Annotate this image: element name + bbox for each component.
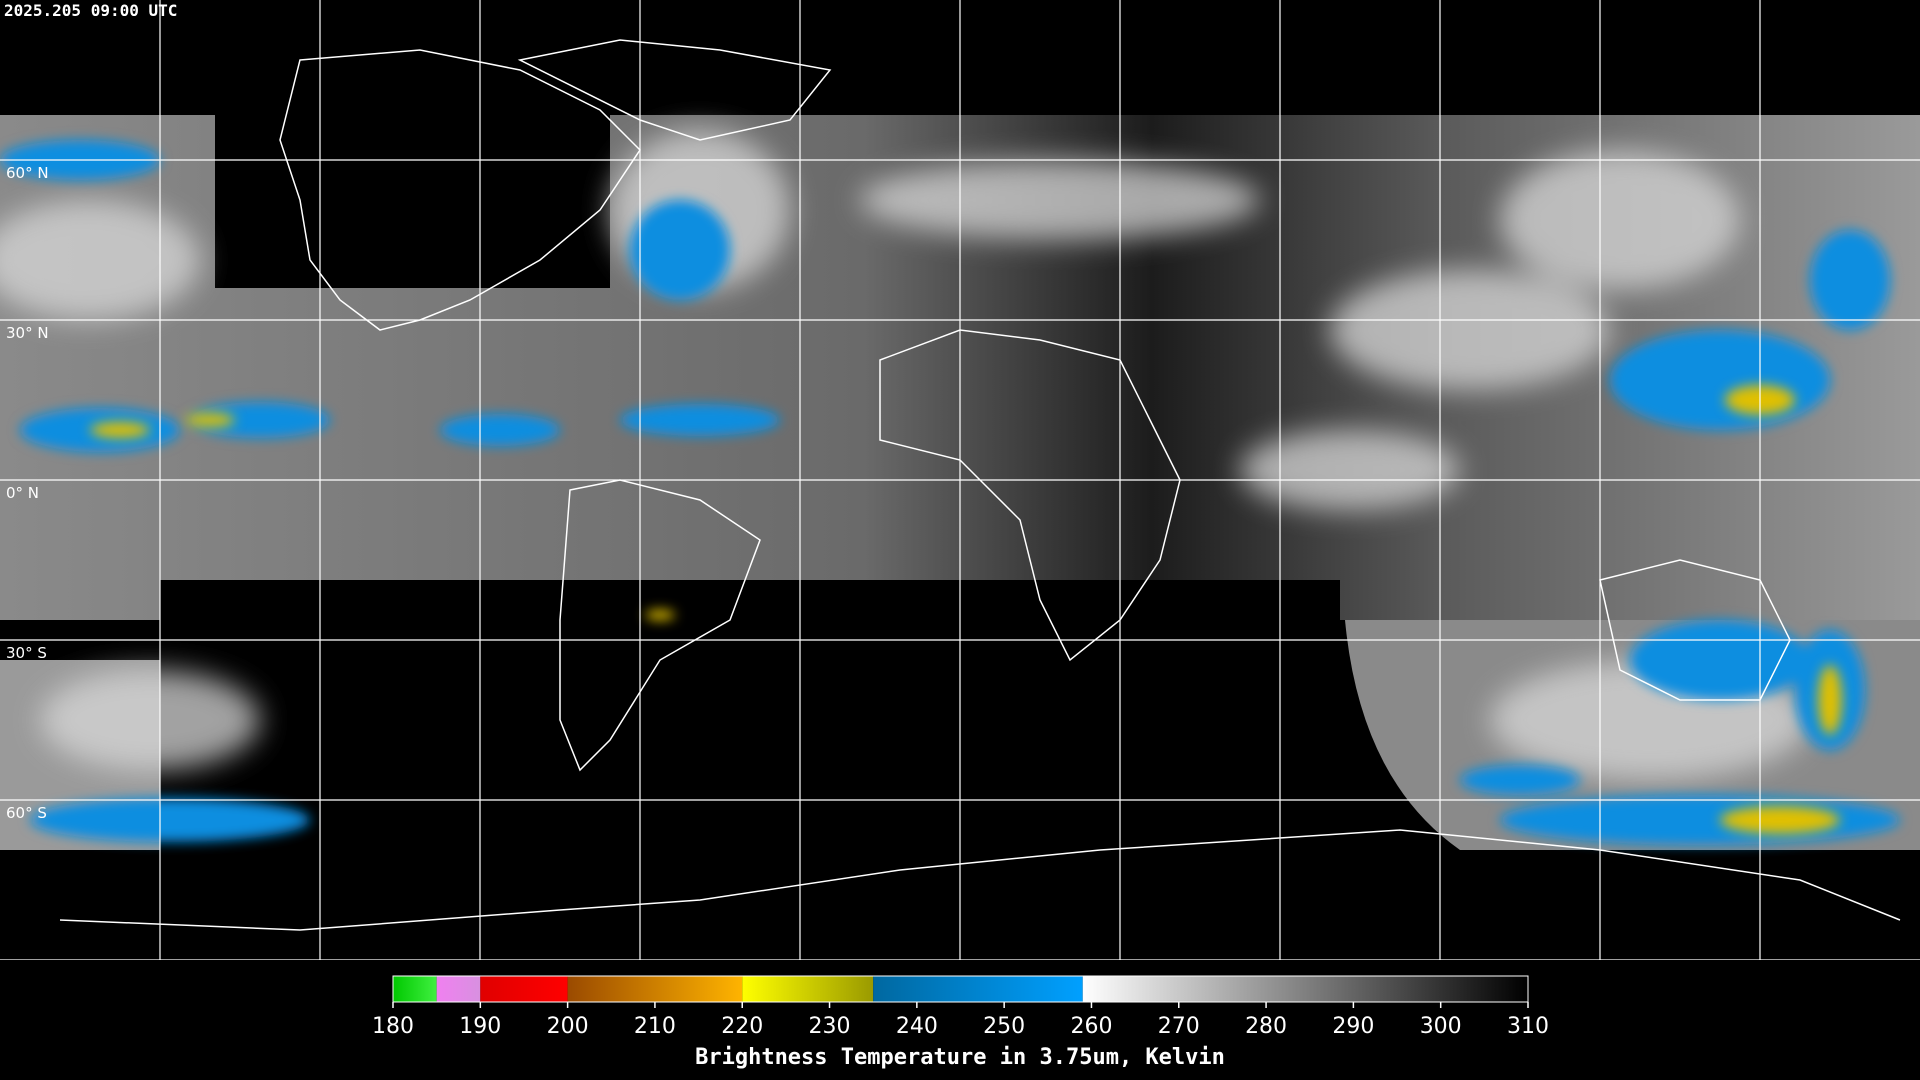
no-data bbox=[215, 98, 610, 288]
colorbar-tick-label: 280 bbox=[1245, 1014, 1287, 1039]
colorbar-segment bbox=[567, 976, 743, 1002]
colorbar-segment bbox=[436, 976, 481, 1002]
graticule: 60° N 30° N 0° N 30° S 60° S bbox=[0, 0, 1920, 961]
colorbar-segment bbox=[873, 976, 1083, 1002]
colorbar-tick-label: 190 bbox=[459, 1014, 501, 1039]
latitude-label: 0° N bbox=[6, 484, 39, 502]
colorbar-tick-label: 260 bbox=[1070, 1014, 1112, 1039]
colorbar-tick-label: 250 bbox=[983, 1014, 1025, 1039]
colorbar-segment bbox=[1082, 976, 1528, 1002]
colorbar-tick-label: 310 bbox=[1507, 1014, 1549, 1039]
coastlines bbox=[59, 39, 1901, 931]
latitude-label: 60° N bbox=[6, 164, 49, 182]
colorbar-tick-label: 300 bbox=[1420, 1014, 1462, 1039]
latitude-label: 30° N bbox=[6, 324, 49, 342]
no-data bbox=[160, 620, 1345, 960]
colorbar-tick-label: 210 bbox=[634, 1014, 676, 1039]
colorbar-frame bbox=[392, 975, 1529, 1003]
colorbar-tick-label: 200 bbox=[547, 1014, 589, 1039]
colorbar-title: Brightness Temperature in 3.75um, Kelvin bbox=[695, 1045, 1225, 1070]
latitude-label: 30° S bbox=[6, 644, 47, 662]
colorbar-tick-label: 270 bbox=[1158, 1014, 1200, 1039]
colorbar-tick-label: 290 bbox=[1332, 1014, 1374, 1039]
colorbar-tick-label: 180 bbox=[372, 1014, 414, 1039]
colorbar-tick-label: 230 bbox=[809, 1014, 851, 1039]
colorbar-segment bbox=[742, 976, 874, 1002]
colorbar: 180 190 200 210 220 230 240 250 260 270 280 290 300 3… bbox=[372, 975, 1549, 1039]
latitude-label: 60° S bbox=[6, 804, 47, 822]
colorbar-segment bbox=[393, 976, 437, 1002]
colorbar-tick-label: 240 bbox=[896, 1014, 938, 1039]
colorbar-segment bbox=[480, 976, 568, 1002]
colorbar-tick-label: 220 bbox=[721, 1014, 763, 1039]
timestamp: 2025.205 09:00 UTC bbox=[4, 1, 177, 20]
